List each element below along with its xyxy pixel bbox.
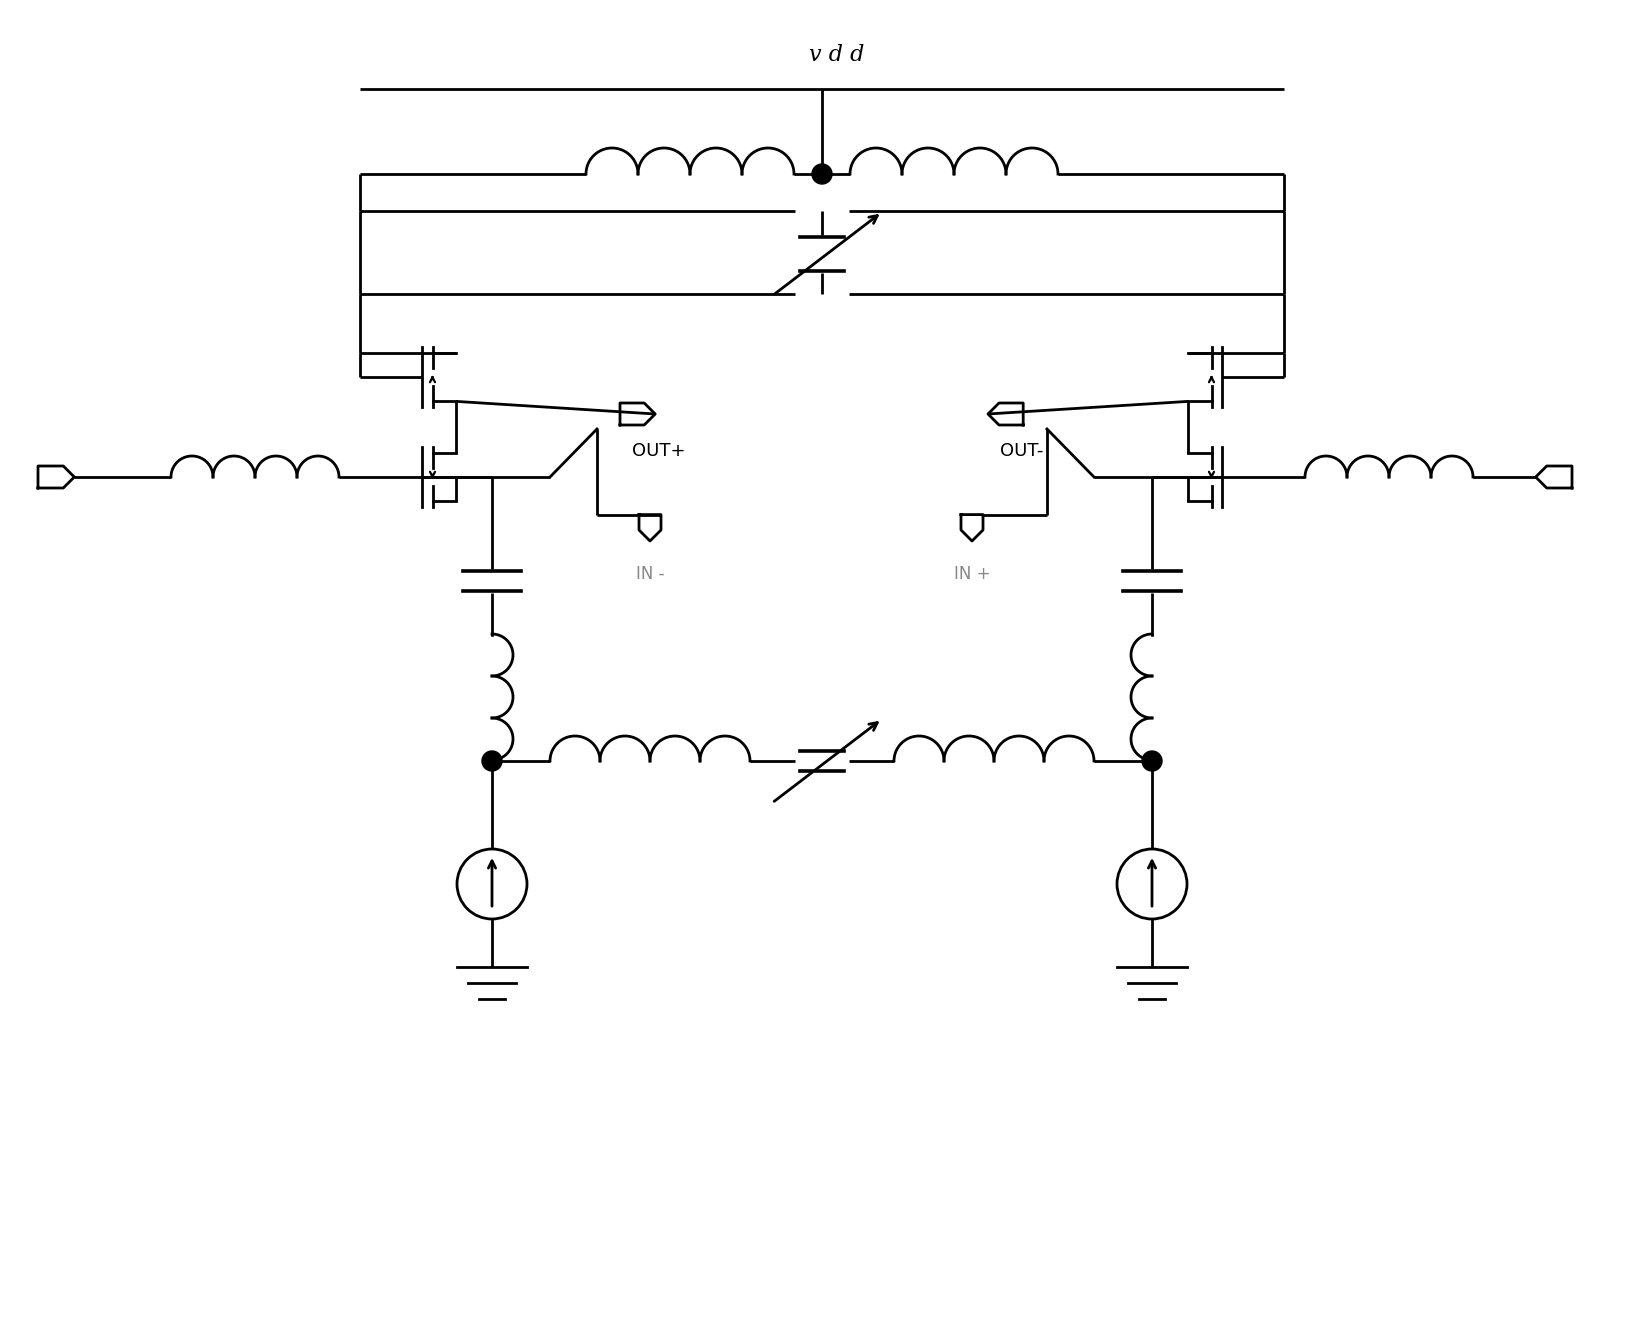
Circle shape	[1143, 751, 1162, 771]
Text: IN -: IN -	[636, 565, 664, 583]
Text: IN +: IN +	[954, 565, 990, 583]
Text: v d d: v d d	[809, 44, 865, 66]
Circle shape	[812, 163, 832, 183]
Circle shape	[482, 751, 501, 771]
Text: OUT-: OUT-	[1000, 443, 1044, 460]
Text: OUT+: OUT+	[631, 443, 686, 460]
